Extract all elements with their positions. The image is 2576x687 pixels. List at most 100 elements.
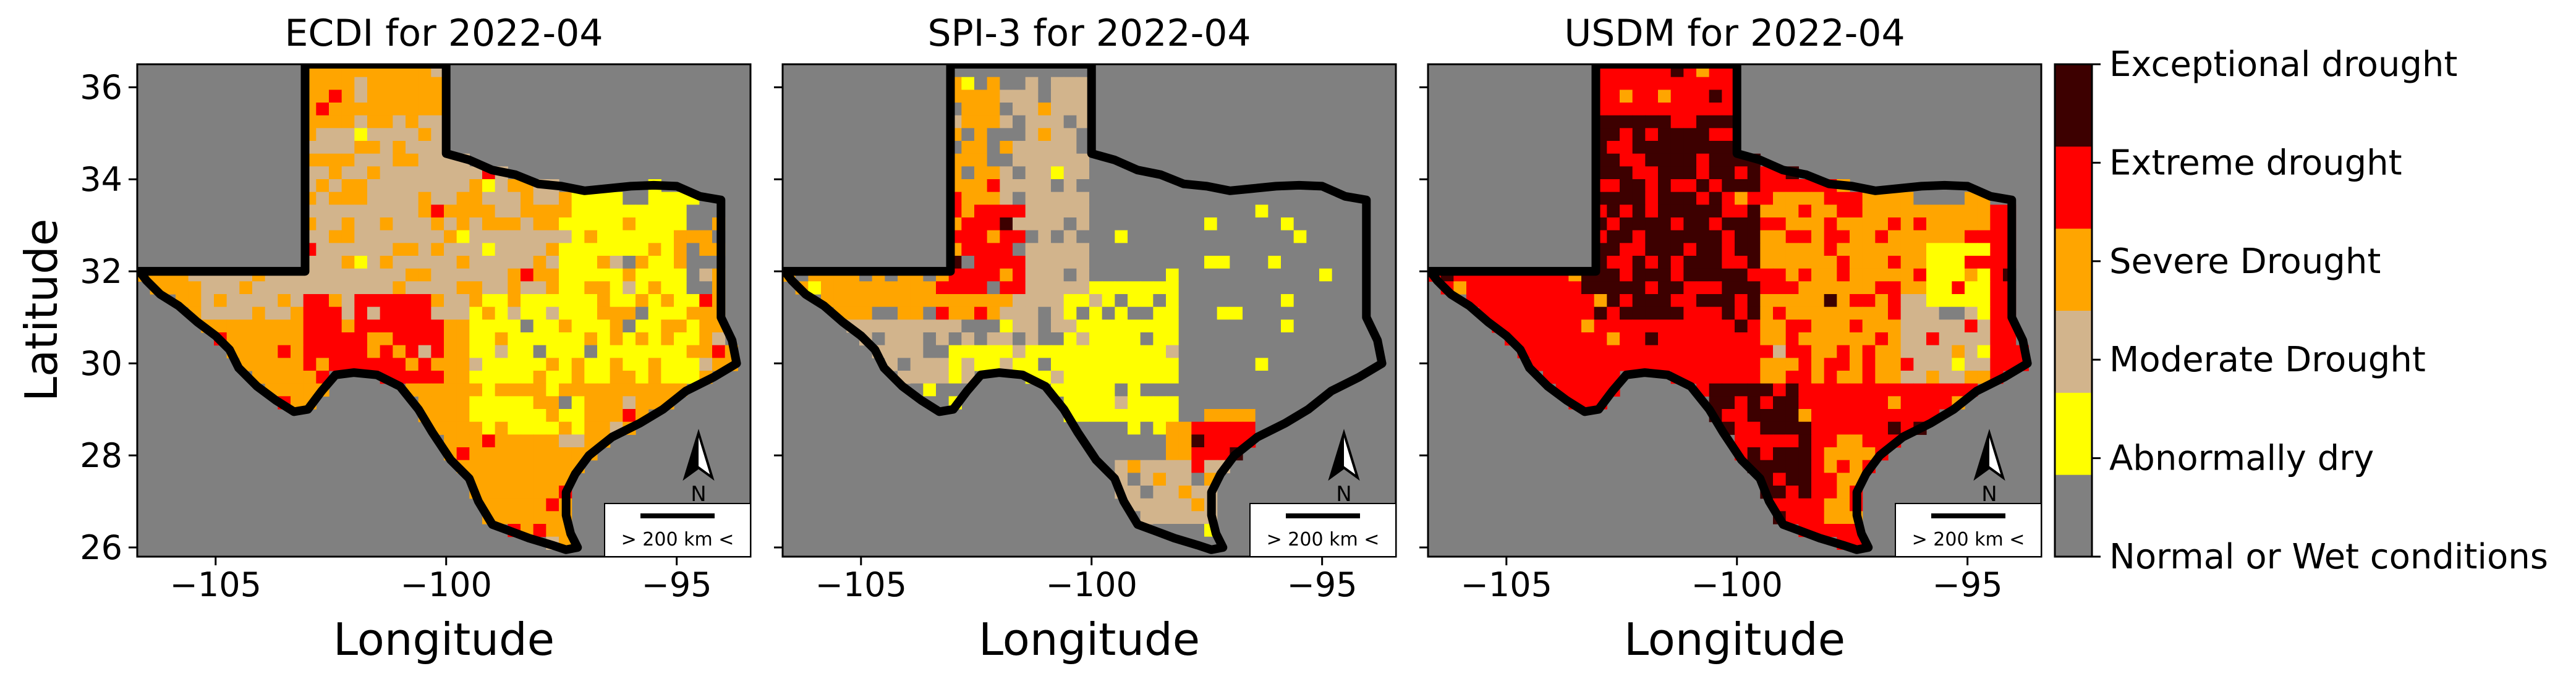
map-cell xyxy=(1492,306,1505,320)
map-cell xyxy=(1581,294,1595,308)
map-cell xyxy=(1824,383,1837,397)
map-cell xyxy=(1632,345,1646,358)
map-cell xyxy=(1747,434,1761,448)
map-cell xyxy=(974,115,988,129)
map-cell xyxy=(571,358,585,371)
map-cell xyxy=(1089,179,1103,193)
map-cell xyxy=(316,243,329,256)
map-cell xyxy=(936,383,950,397)
map-cell xyxy=(418,204,431,218)
map-cell xyxy=(508,306,521,320)
map-cell xyxy=(1850,230,1863,243)
map-cell xyxy=(1658,217,1672,231)
map-cell xyxy=(635,256,649,269)
map-cell xyxy=(1178,511,1192,525)
map-cell xyxy=(1862,371,1876,384)
map-cell xyxy=(1306,383,1320,397)
map-cell xyxy=(1281,294,1294,308)
map-cell xyxy=(699,268,713,282)
map-cell xyxy=(201,294,215,308)
map-cell xyxy=(1268,319,1282,333)
map-cell xyxy=(1658,319,1672,333)
map-cell xyxy=(661,192,674,205)
map-cell xyxy=(674,192,687,205)
map-cell xyxy=(961,179,975,193)
map-cell xyxy=(1990,281,2004,295)
map-cell xyxy=(1268,409,1282,423)
map-cell xyxy=(456,409,470,423)
map-cell xyxy=(635,358,649,371)
map-cell xyxy=(686,306,700,320)
map-cell xyxy=(1811,243,1825,256)
map-cell xyxy=(508,396,521,410)
map-cell xyxy=(1709,115,1722,129)
map-cell xyxy=(1773,409,1787,423)
map-cell xyxy=(469,345,483,358)
map-cell xyxy=(329,153,342,167)
map-cell xyxy=(393,204,406,218)
map-cell xyxy=(1268,383,1282,397)
map-cell xyxy=(1926,281,1940,295)
map-cell xyxy=(1025,90,1039,103)
map-cell xyxy=(1837,383,1850,397)
map-cell xyxy=(1063,294,1077,308)
map-cell xyxy=(610,409,623,423)
map-cell xyxy=(1785,486,1799,499)
map-cell xyxy=(1645,77,1659,90)
map-cell xyxy=(1900,358,1914,371)
map-cell xyxy=(1243,306,1256,320)
map-cell xyxy=(987,358,1000,371)
map-cell xyxy=(1965,319,1978,333)
map-cell xyxy=(1888,256,1902,269)
map-cell xyxy=(533,486,546,499)
map-cell xyxy=(1607,230,1620,243)
map-cell xyxy=(987,345,1000,358)
map-cell xyxy=(648,358,661,371)
map-cell xyxy=(1773,306,1787,320)
map-cell xyxy=(1166,217,1180,231)
map-cell xyxy=(610,294,623,308)
map-cell xyxy=(1268,192,1282,205)
map-cell xyxy=(1862,243,1876,256)
map-cell xyxy=(1798,409,1812,423)
map-cell xyxy=(1977,243,1991,256)
map-cell xyxy=(1089,383,1103,397)
map-cell xyxy=(1140,460,1154,473)
map-cell xyxy=(1620,179,1633,193)
map-cell xyxy=(623,319,636,333)
map-cell xyxy=(1281,243,1294,256)
map-cell xyxy=(1243,345,1256,358)
map-cell xyxy=(1735,256,1748,269)
map-cell xyxy=(1837,409,1850,423)
map-cell xyxy=(303,332,317,346)
map-cell xyxy=(1632,294,1646,308)
map-cell xyxy=(1607,77,1620,90)
map-cell xyxy=(584,243,598,256)
map-cell xyxy=(1683,179,1697,193)
map-cell xyxy=(1013,77,1026,90)
map-cell xyxy=(226,306,240,320)
y-tick-label: 32 xyxy=(80,252,122,291)
x-tick-label: −100 xyxy=(401,565,492,604)
map-cell xyxy=(431,383,444,397)
map-cell xyxy=(1178,294,1192,308)
map-cell xyxy=(1913,358,1927,371)
map-cell xyxy=(1722,217,1735,231)
map-cell xyxy=(1038,77,1052,90)
map-cell xyxy=(1013,294,1026,308)
map-cell xyxy=(597,192,611,205)
map-cell xyxy=(987,103,1000,116)
map-cell xyxy=(1013,345,1026,358)
map-cell xyxy=(1204,396,1218,410)
map-cell xyxy=(1990,306,2004,320)
map-cell xyxy=(610,345,623,358)
map-cell xyxy=(1332,268,1345,282)
map-cell xyxy=(923,281,937,295)
map-cell xyxy=(444,396,457,410)
map-cell xyxy=(1862,409,1876,423)
map-cell xyxy=(393,217,406,231)
map-cell xyxy=(265,345,278,358)
map-cell xyxy=(1773,345,1787,358)
map-cell xyxy=(1722,319,1735,333)
